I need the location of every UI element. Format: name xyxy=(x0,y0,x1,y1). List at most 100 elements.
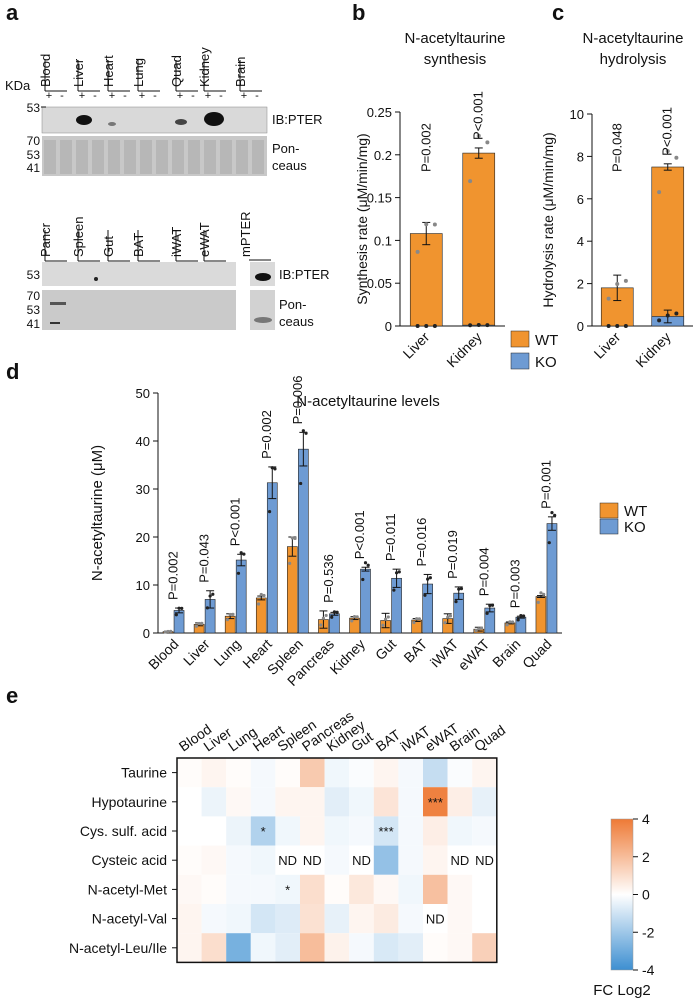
ponceau-lane xyxy=(220,140,232,174)
replicate-dot xyxy=(615,282,620,287)
heatmap-cell xyxy=(250,904,276,934)
replicate-dot xyxy=(319,623,323,627)
p-value-label: P=0.019 xyxy=(445,530,460,579)
x-tick-label-liver: Liver xyxy=(400,329,433,362)
replicate-dot xyxy=(446,615,450,619)
heatmap-cell xyxy=(275,933,300,963)
legend-swatch-ko-d xyxy=(599,518,619,535)
panel-label-d: d xyxy=(6,359,19,384)
heatmap-cell xyxy=(275,758,300,788)
replicate-dot xyxy=(267,510,272,514)
heatmap-cell xyxy=(177,816,202,846)
replicate-dot xyxy=(335,610,339,614)
ponceau-pancr-band xyxy=(50,302,66,305)
replicate-dot xyxy=(479,626,484,630)
band-kidney xyxy=(204,112,224,126)
replicate-dot xyxy=(505,623,509,627)
heatmap-cell xyxy=(398,816,423,846)
y-axis-title: N-acetyltaurine (μM) xyxy=(89,445,106,581)
tissue-label-heart: Heart xyxy=(101,55,116,87)
ponceau-label-bottom: Pon- xyxy=(279,297,306,312)
genotype-plus: + xyxy=(241,90,247,102)
replicate-dot xyxy=(236,571,241,575)
genotype-plus: + xyxy=(109,90,115,102)
heatmap-cell xyxy=(275,787,300,817)
heatmap-annotation: ND xyxy=(451,853,470,868)
replicate-dot xyxy=(415,324,420,328)
heatmap-cell xyxy=(250,845,276,875)
p-value-label: P<0.001 xyxy=(228,497,243,546)
y-tick-label: 0.1 xyxy=(374,233,392,248)
heatmap-cell xyxy=(275,845,300,875)
bar-ko-spleen xyxy=(298,448,309,634)
replicate-dot xyxy=(476,133,481,138)
ib-label-bottom: IB:PTER xyxy=(279,267,330,282)
heatmap-cell xyxy=(300,845,325,875)
replicate-dot xyxy=(242,552,246,556)
heatmap-row-label: N-acetyl-Met xyxy=(88,881,167,897)
x-tick-label-blood: Blood xyxy=(145,636,182,673)
heatmap-cell xyxy=(447,933,473,963)
panel-label-b: b xyxy=(352,0,365,25)
replicate-dot xyxy=(205,606,210,610)
replicate-dot xyxy=(412,620,416,625)
ponceau-blot-top xyxy=(42,136,267,176)
replicate-dot xyxy=(273,467,277,471)
heatmap-cell xyxy=(373,845,399,875)
replicate-dot xyxy=(623,324,628,328)
p-value-label: P<0.001 xyxy=(352,510,367,559)
p-value-label: P=0.001 xyxy=(538,460,553,509)
tissue-label-kidney: Kidney xyxy=(197,47,212,87)
y-tick-label: 0.2 xyxy=(374,148,392,163)
band-mpter xyxy=(255,273,271,281)
replicate-dot xyxy=(262,593,266,598)
replicate-dot xyxy=(485,611,489,615)
y-tick-label: 0 xyxy=(385,319,392,334)
ib-blot-top-frame xyxy=(41,106,268,134)
genotype-plus: + xyxy=(205,90,211,102)
replicate-dot xyxy=(330,615,334,619)
colorbar-title: FC Log2 xyxy=(593,982,651,999)
replicate-dot xyxy=(321,616,326,620)
band-heart xyxy=(108,122,116,126)
heatmap-cell xyxy=(250,933,276,963)
replicate-dot xyxy=(485,323,490,328)
heatmap-cell xyxy=(201,845,227,875)
heatmap-cell xyxy=(472,758,497,788)
heatmap-cell xyxy=(201,904,227,934)
heatmap-cell xyxy=(423,874,448,904)
heatmap-cell xyxy=(423,845,448,875)
y-tick-label: 20 xyxy=(136,530,150,545)
bar-wt-liver xyxy=(409,233,443,327)
colorbar-tick-label: 0 xyxy=(642,887,650,903)
replicate-dot xyxy=(428,576,432,580)
heatmap-cell xyxy=(349,904,374,934)
heatmap-row-label: N-acetyl-Val xyxy=(92,911,167,927)
replicate-dot xyxy=(383,617,388,621)
y-tick-label: 4 xyxy=(577,234,584,249)
replicate-dot xyxy=(197,621,201,626)
heatmap-cell xyxy=(398,787,423,817)
ponceau-lane xyxy=(124,140,136,174)
ponceau-lane xyxy=(252,140,264,174)
heatmap-cell xyxy=(472,845,497,875)
heatmap-cell xyxy=(398,904,423,934)
x-tick-label-kidney: Kidney xyxy=(327,636,369,678)
heatmap-cell xyxy=(275,874,300,904)
mw-label: 53 xyxy=(27,101,41,115)
heatmap-cell xyxy=(447,758,473,788)
tissue-label-lung: Lung xyxy=(131,58,146,87)
replicate-dot xyxy=(623,278,628,283)
heatmap-cell xyxy=(226,816,251,846)
heatmap-cell xyxy=(324,816,350,846)
p-value-label: P=0.048 xyxy=(609,123,624,172)
replicate-dot xyxy=(174,613,178,617)
ponceau-pancr-band xyxy=(50,322,60,324)
heatmap-cell xyxy=(423,787,448,817)
p-value-label: P<0.001 xyxy=(660,107,675,156)
ponceau-lane xyxy=(156,140,168,174)
heatmap-cell xyxy=(300,787,325,817)
colorbar-tick-label: -2 xyxy=(642,924,655,940)
replicate-dot xyxy=(490,603,495,607)
replicate-dot xyxy=(542,592,546,596)
